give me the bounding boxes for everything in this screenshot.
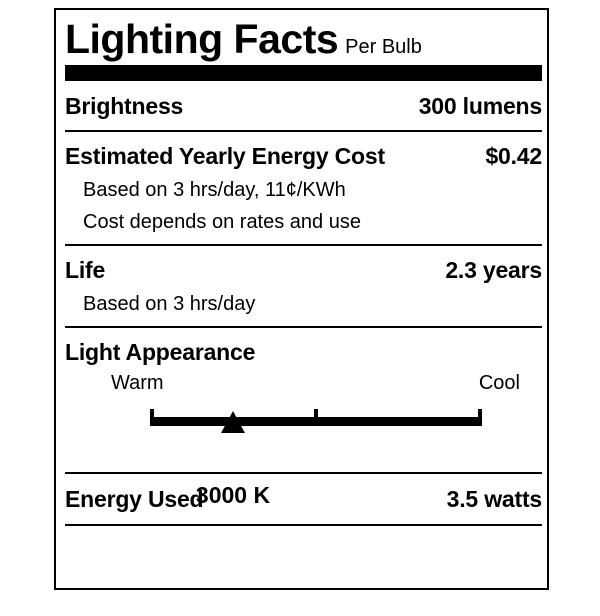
energy-cost-value: $0.42 — [485, 143, 542, 169]
scale-label-cool: Cool — [478, 372, 520, 394]
row-energy-cost: Estimated Yearly Energy Cost $0.42 — [65, 132, 542, 170]
energy-used-label: Energy Used — [65, 486, 204, 512]
scale-tick-left — [150, 409, 154, 426]
light-appearance-value: 3000 K — [195, 482, 271, 508]
label-footer-blank-area — [65, 526, 542, 616]
divider-after-light-appearance — [65, 472, 542, 474]
divider-after-brightness — [65, 130, 542, 132]
energy-cost-label: Estimated Yearly Energy Cost — [65, 143, 385, 169]
life-label: Life — [65, 257, 106, 283]
life-note-1: Based on 3 hrs/day — [83, 293, 256, 315]
energy-cost-note-1: Based on 3 hrs/day, 11¢/KWh — [83, 179, 346, 201]
scale-tick-middle — [314, 409, 318, 426]
light-appearance-scale: Warm Cool 3000 K — [65, 366, 542, 508]
scale-marker-triangle-icon — [221, 411, 245, 433]
label-content: Lighting Facts Per Bulb Brightness 300 l… — [65, 10, 542, 588]
scale-label-warm: Warm — [111, 372, 164, 394]
brightness-value: 300 lumens — [418, 93, 542, 119]
scale-end-labels: Warm Cool — [111, 372, 542, 395]
title-underline-bar — [65, 65, 542, 81]
lighting-facts-label: Lighting Facts Per Bulb Brightness 300 l… — [54, 8, 549, 590]
brightness-label: Brightness — [65, 93, 184, 119]
row-light-appearance: Light Appearance — [65, 328, 542, 366]
light-appearance-label: Light Appearance — [65, 339, 256, 365]
row-life: Life 2.3 years — [65, 246, 542, 284]
divider-after-energy-used — [65, 524, 542, 526]
scale-tick-right — [478, 409, 482, 426]
life-value: 2.3 years — [445, 257, 542, 283]
page-title: Lighting Facts — [65, 16, 339, 62]
row-brightness: Brightness 300 lumens — [65, 81, 542, 130]
label-title-row: Lighting Facts Per Bulb — [65, 10, 542, 60]
divider-after-life — [65, 326, 542, 328]
energy-used-value: 3.5 watts — [446, 486, 543, 512]
scale-graphic: 3000 K — [150, 406, 482, 508]
divider-after-energy-cost — [65, 244, 542, 246]
energy-cost-note-2: Cost depends on rates and use — [83, 211, 361, 233]
row-energy-used: Energy Used 3.5 watts — [65, 474, 542, 524]
title-qualifier: Per Bulb — [345, 36, 422, 58]
